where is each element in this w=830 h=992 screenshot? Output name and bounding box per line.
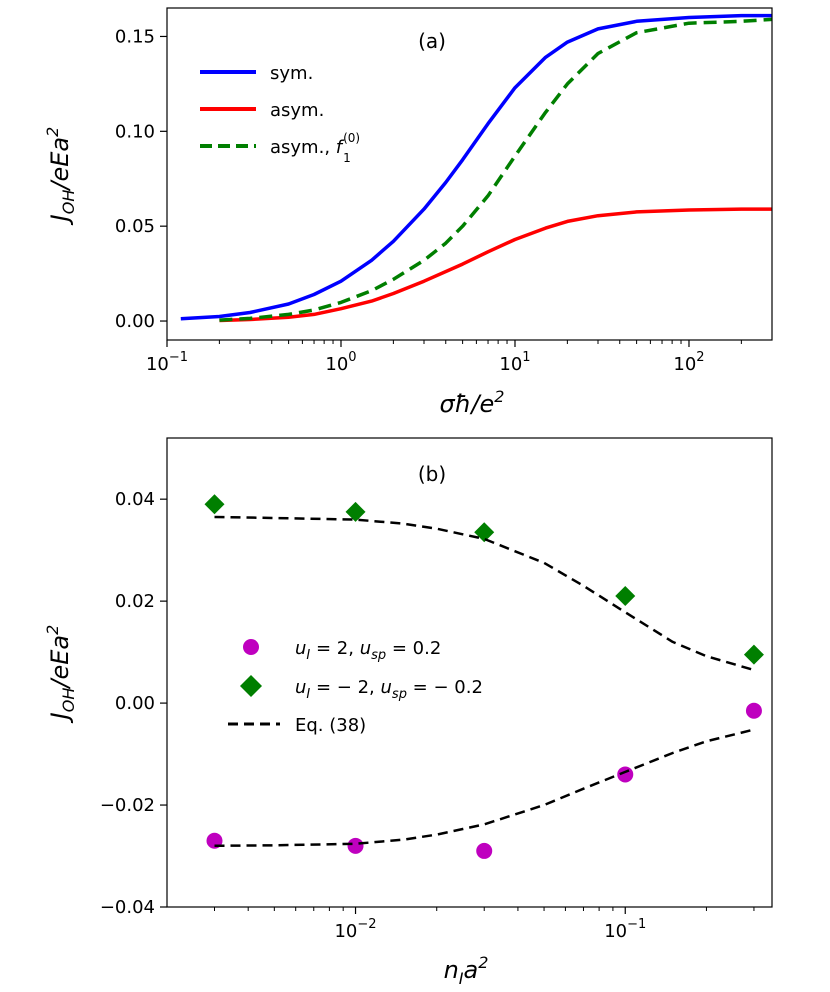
data-point-circle	[476, 842, 493, 859]
legend-b-circle-marker	[243, 639, 259, 655]
x-tick-base: 10	[499, 354, 522, 375]
legend-b2-end: = − 0.2	[407, 677, 483, 698]
legend-sym-label: sym.	[270, 63, 313, 84]
panel-b-xlabel-n: n	[444, 956, 459, 984]
data-point-circle	[617, 766, 634, 783]
legend-b2-u2: u	[381, 677, 392, 698]
y-tick-label: 0.05	[115, 216, 155, 237]
legend-b1-u2: u	[360, 638, 371, 659]
x-tick-exp: 1	[522, 350, 530, 365]
panel-a-ylabel-sup: 2	[43, 127, 62, 137]
x-tick-label: 10−2	[334, 917, 376, 942]
x-tick-base: 10	[673, 354, 696, 375]
panel-a-ylabel-rest: /eEa	[46, 137, 74, 192]
x-tick-label: 101	[499, 350, 530, 375]
panel-a-ylabel: JOH/eEa2	[43, 127, 78, 226]
y-tick-label: 0.00	[115, 311, 155, 332]
panel-a-series	[180, 13, 773, 323]
panel-a-xlabel: σħ/e2	[440, 387, 505, 418]
y-tick-label: −0.04	[100, 897, 155, 918]
x-tick-base: 10	[604, 921, 627, 942]
legend-b-series2: uI = − 2, usp = − 0.2	[295, 677, 483, 702]
legend-b2-subsp: sp	[392, 687, 407, 702]
panel-b: 10−2 10−1−0.04−0.020.000.020.04 (b) uI = …	[43, 437, 773, 988]
x-tick-exp: −1	[627, 917, 646, 932]
legend-b2-u: u	[295, 677, 306, 698]
x-tick-base: 10	[146, 354, 169, 375]
y-tick-label: −0.02	[100, 795, 155, 816]
data-point-diamond	[204, 494, 225, 515]
panel-a-ylabel-sub: OH	[59, 190, 78, 215]
x-tick-exp: 2	[696, 350, 704, 365]
series-line	[219, 207, 772, 323]
panel-b-xlabel-a: a	[464, 956, 479, 984]
series-line	[214, 728, 755, 848]
legend-asym-f1-prefix: asym.,	[270, 137, 336, 158]
legend-asym-f1-f: f	[336, 137, 345, 158]
x-tick-base: 10	[325, 354, 348, 375]
y-tick-label: 0.04	[115, 489, 155, 510]
legend-asym-label: asym.	[270, 100, 324, 121]
panel-b-series	[204, 494, 764, 859]
data-point-circle	[745, 702, 762, 719]
legend-asym-f1-sup: (0)	[343, 131, 360, 145]
legend-b1-subsp: sp	[371, 648, 386, 663]
legend-b2-subI: I	[306, 687, 310, 702]
panel-b-ylabel-sub: OH	[59, 688, 78, 713]
legend-b1-subI: I	[306, 648, 310, 663]
panel-b-ylabel-J: J	[46, 712, 74, 723]
legend-b1-mid: = 2,	[310, 638, 359, 659]
y-tick-label: 0.10	[115, 121, 155, 142]
panel-b-xlabel-sub: I	[459, 969, 464, 988]
data-point-diamond	[743, 644, 764, 665]
legend-b-eq-label: Eq. (38)	[295, 715, 366, 736]
x-tick-exp: −1	[169, 350, 188, 365]
legend-asym-f1-sub: 1	[343, 151, 351, 165]
panel-a-label: (a)	[418, 29, 446, 53]
panel-b-legend: uI = 2, usp = 0.2 uI = − 2, usp = − 0.2 …	[228, 638, 483, 736]
panel-b-xlabel: nIa2	[444, 953, 489, 988]
panel-a-frame	[166, 7, 773, 341]
panel-a-xlabel-main: σħ/e	[440, 390, 495, 418]
x-tick-label: 10−1	[146, 350, 188, 375]
panel-b-ylabel-rest: /eEa	[46, 635, 74, 690]
data-point-diamond	[345, 501, 366, 522]
legend-asym-f1-label: asym., f(0) 1	[270, 131, 360, 165]
legend-b-diamond-marker	[240, 675, 262, 697]
panel-a-legend: sym. asym. asym., f(0) 1	[200, 63, 360, 165]
panel-a-xlabel-sup: 2	[494, 387, 504, 406]
legend-b-series1: uI = 2, usp = 0.2	[295, 638, 441, 663]
panel-b-xlabel-sup: 2	[478, 953, 488, 972]
x-tick-exp: −2	[357, 917, 376, 932]
panel-a-ylabel-J: J	[46, 214, 74, 225]
legend-b2-mid: = − 2,	[310, 677, 380, 698]
x-tick-label: 10−1	[604, 917, 646, 942]
y-tick-label: 0.00	[115, 693, 155, 714]
data-point-circle	[347, 837, 364, 854]
panel-b-ylabel-sup: 2	[43, 625, 62, 635]
legend-b1-end: = 0.2	[386, 638, 441, 659]
x-tick-base: 10	[334, 921, 357, 942]
series-line	[180, 13, 772, 321]
data-point-diamond	[474, 522, 495, 543]
y-tick-label: 0.02	[115, 591, 155, 612]
panel-b-ticks: 10−2 10−1−0.04−0.020.000.020.04	[100, 489, 755, 942]
panel-b-ylabel: JOH/eEa2	[43, 625, 78, 724]
y-tick-label: 0.15	[115, 26, 155, 47]
panel-b-label: (b)	[418, 462, 446, 486]
legend-b1-u: u	[295, 638, 306, 659]
x-tick-label: 102	[673, 350, 704, 375]
panel-b-frame	[166, 437, 773, 908]
data-point-diamond	[615, 586, 636, 607]
x-tick-label: 100	[325, 350, 356, 375]
series-line	[219, 17, 773, 322]
x-tick-exp: 0	[348, 350, 356, 365]
